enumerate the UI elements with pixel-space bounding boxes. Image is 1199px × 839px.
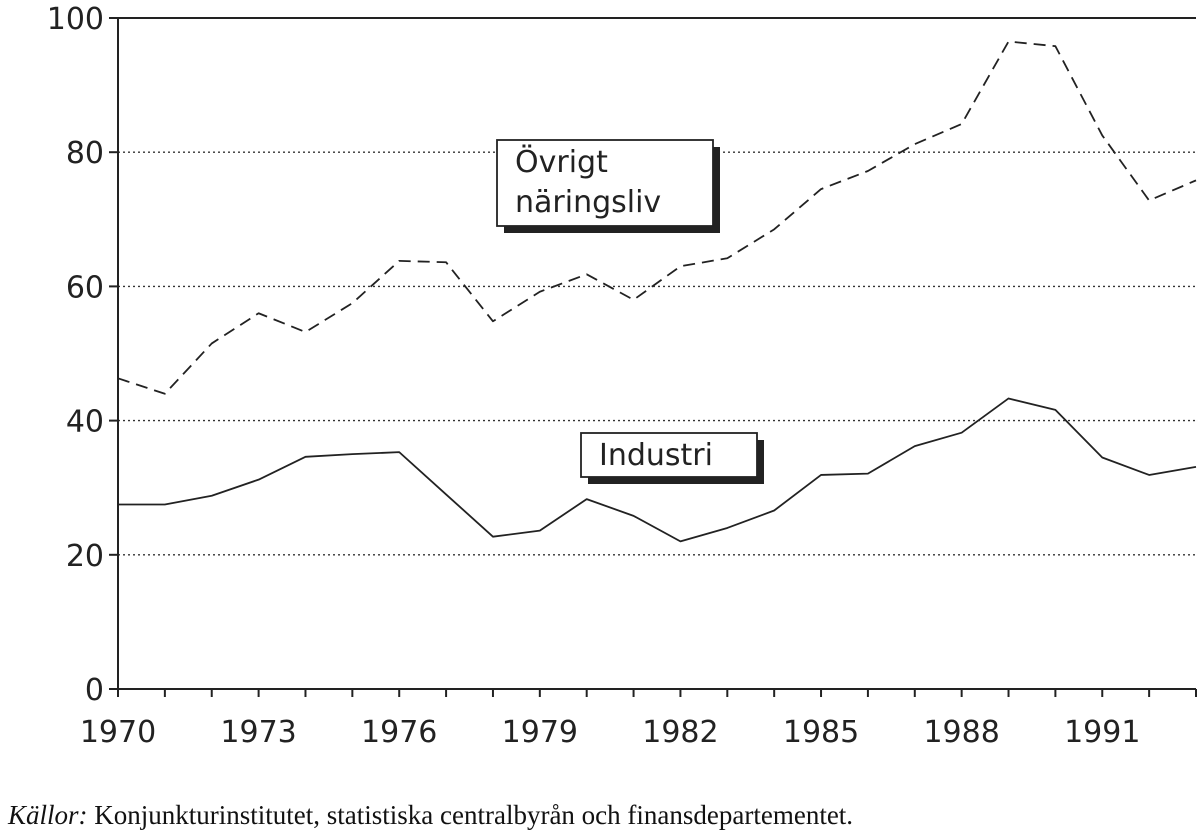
x-tick-label-1973: 1973 xyxy=(220,715,296,750)
tick-labels: 0 20 40 60 80 100 1970 1973 1976 1979 1982 1985 1988… xyxy=(47,2,1141,750)
series-line-industri xyxy=(118,397,1197,543)
x-tick-label-1991: 1991 xyxy=(1064,715,1140,750)
line-chart: Övrigt näringsliv Industri 0 20 40 60 80 100 197… xyxy=(47,2,1197,750)
source-note: Källor: Konjunkturinstitutet, statistisk… xyxy=(8,800,1193,831)
source-text: Konjunkturinstitutet, statistiska centra… xyxy=(87,800,854,830)
y-tick-label-0: 0 xyxy=(85,673,104,708)
x-tick-label-1970: 1970 xyxy=(80,715,156,750)
series-line-ovrigt-naringsliv xyxy=(117,40,1197,395)
series-lines xyxy=(117,40,1197,543)
y-tick-label-80: 80 xyxy=(66,136,104,171)
x-tick-label-1976: 1976 xyxy=(361,715,437,750)
label-ovrigt-naringsliv-text-1: näringsliv xyxy=(515,185,661,220)
label-ovrigt-naringsliv-box xyxy=(496,139,714,227)
label-industri-box xyxy=(580,432,758,478)
source-prefix: Källor: xyxy=(8,800,88,830)
series-labels: Övrigt näringsliv Industri xyxy=(496,139,764,484)
label-ovrigt-naringsliv-text-0: Övrigt xyxy=(515,144,608,180)
y-tick-label-40: 40 xyxy=(66,405,104,440)
x-tick-label-1985: 1985 xyxy=(783,715,859,750)
y-tick-label-20: 20 xyxy=(66,539,104,574)
y-tick-label-100: 100 xyxy=(47,2,104,37)
x-tick-label-1982: 1982 xyxy=(642,715,718,750)
x-tick-label-1988: 1988 xyxy=(923,715,999,750)
x-tick-label-1979: 1979 xyxy=(502,715,578,750)
label-industri-text-0: Industri xyxy=(599,438,713,473)
axes xyxy=(109,17,1197,697)
y-tick-label-60: 60 xyxy=(66,270,104,305)
